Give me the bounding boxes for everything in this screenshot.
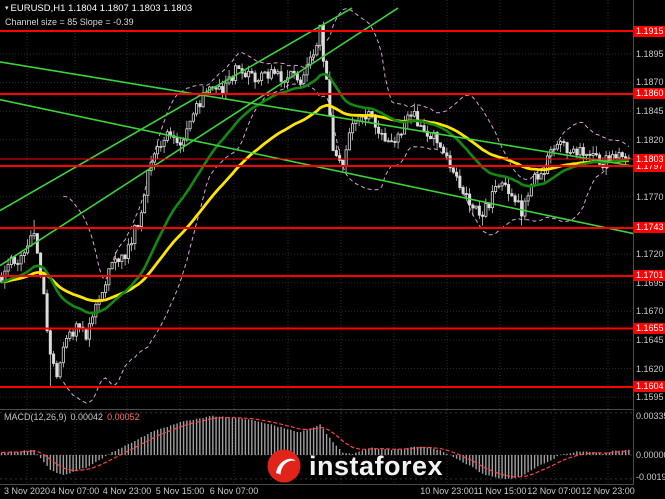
time-axis[interactable]: 3 Nov 2020 4 Nov 07:00 4 Nov 23:00 5 Nov 15…	[0, 485, 665, 499]
time-axis-label: 11 Nov 15:00	[473, 486, 527, 496]
macd-canvas[interactable]	[0, 410, 633, 484]
panel-separator[interactable]	[0, 409, 633, 410]
instaforex-logo-icon	[267, 449, 301, 483]
title-line: ▾ EURUSD,H1 1.1804 1.1807 1.1803 1.1803	[5, 3, 192, 15]
macd-value-signal: 0.00052	[107, 412, 140, 422]
price-level-label: 1.1743	[634, 222, 665, 234]
macd-indicator-label: MACD(12,26,9) 0.00042 0.00052	[4, 412, 140, 422]
macd-axis-label: 0.00000	[636, 450, 665, 460]
chart-marker-icon: ▾	[5, 5, 9, 12]
price-axis-label: 1.1620	[636, 363, 664, 374]
price-level-label: 1.1604	[634, 381, 665, 393]
bottom-separator	[0, 484, 633, 485]
channel-info: Channel size = 85 Slope = -0.39	[5, 17, 134, 27]
watermark: instaforex	[266, 448, 443, 484]
time-axis-label: 3 Nov 2020	[3, 486, 51, 496]
time-axis-label: 12 Nov 07:00	[527, 486, 581, 496]
price-level-label: 1.1797	[634, 160, 665, 172]
macd-axis[interactable]: 0.00335 0.00000 -0.00190	[633, 410, 665, 485]
price-axis-label: 1.1845	[636, 106, 664, 117]
price-axis[interactable]: 1.1895 1.1870 1.1845 1.1820 1.1770 1.1720 1.16…	[633, 0, 665, 410]
price-axis-label: 1.1670	[636, 306, 664, 317]
ohlc-values: 1.1804 1.1807 1.1803 1.1803	[68, 3, 193, 14]
price-axis-label: 1.1895	[636, 48, 664, 59]
price-axis-label: 1.1645	[636, 334, 664, 345]
price-level-label: 1.1655	[634, 322, 665, 334]
symbol-timeframe: EURUSD,H1	[10, 3, 66, 14]
price-level-label: 1.1915	[634, 25, 665, 37]
price-level-label: 1.1701	[634, 270, 665, 282]
price-axis-label: 1.1695	[636, 277, 664, 288]
chart-header: ▾ EURUSD,H1 1.1804 1.1807 1.1803 1.1803 C…	[5, 3, 192, 28]
time-axis-label: 6 Nov 07:00	[209, 486, 259, 496]
price-axis-label: 1.1770	[636, 191, 664, 202]
price-chart-canvas[interactable]	[0, 0, 633, 409]
time-axis-label: 12 Nov 23:00	[581, 486, 635, 496]
price-axis-label: 1.1720	[636, 249, 664, 260]
price-axis-label: 1.1820	[636, 134, 664, 145]
time-axis-label: 4 Nov 07:00	[50, 486, 100, 496]
macd-name: MACD(12,26,9)	[4, 412, 67, 422]
price-level-label: 1.1860	[634, 88, 665, 100]
time-axis-label: 4 Nov 23:00	[102, 486, 152, 496]
macd-axis-label: -0.00190	[636, 472, 665, 482]
macd-axis-label: 0.00335	[636, 411, 665, 421]
time-axis-label: 10 Nov 23:00	[420, 486, 474, 496]
time-axis-label: 5 Nov 15:00	[155, 486, 205, 496]
macd-value-main: 0.00042	[70, 412, 104, 422]
current-price-label: 1.1803	[634, 153, 665, 165]
price-axis-label: 1.1870	[636, 77, 664, 88]
price-axis-label: 1.1595	[636, 392, 664, 403]
watermark-text: instaforex	[309, 450, 444, 481]
